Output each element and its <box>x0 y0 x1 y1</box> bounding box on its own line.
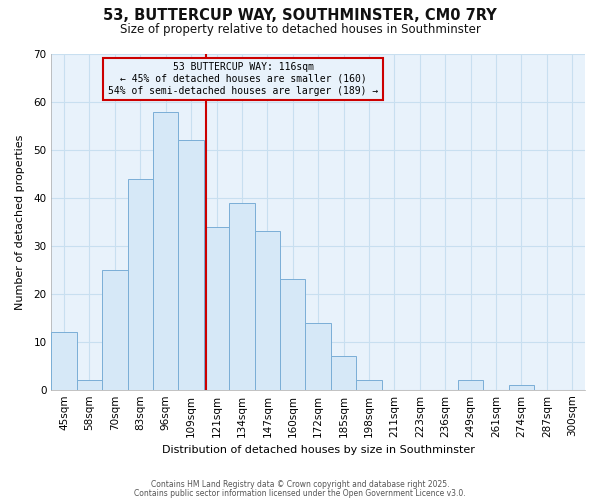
X-axis label: Distribution of detached houses by size in Southminster: Distribution of detached houses by size … <box>162 445 475 455</box>
Y-axis label: Number of detached properties: Number of detached properties <box>15 134 25 310</box>
Bar <box>102 270 128 390</box>
Bar <box>254 232 280 390</box>
Text: 53, BUTTERCUP WAY, SOUTHMINSTER, CM0 7RY: 53, BUTTERCUP WAY, SOUTHMINSTER, CM0 7RY <box>103 8 497 22</box>
Bar <box>128 178 153 390</box>
Bar <box>280 280 305 390</box>
Bar <box>509 385 534 390</box>
Text: Size of property relative to detached houses in Southminster: Size of property relative to detached ho… <box>119 22 481 36</box>
Bar <box>77 380 102 390</box>
Bar <box>153 112 178 390</box>
Bar <box>356 380 382 390</box>
Bar <box>305 322 331 390</box>
Text: Contains HM Land Registry data © Crown copyright and database right 2025.: Contains HM Land Registry data © Crown c… <box>151 480 449 489</box>
Bar <box>178 140 204 390</box>
Bar <box>331 356 356 390</box>
Bar <box>458 380 484 390</box>
Bar <box>204 226 229 390</box>
Text: 53 BUTTERCUP WAY: 116sqm
← 45% of detached houses are smaller (160)
54% of semi-: 53 BUTTERCUP WAY: 116sqm ← 45% of detach… <box>109 62 379 96</box>
Text: Contains public sector information licensed under the Open Government Licence v3: Contains public sector information licen… <box>134 488 466 498</box>
Bar <box>52 332 77 390</box>
Bar <box>229 202 254 390</box>
